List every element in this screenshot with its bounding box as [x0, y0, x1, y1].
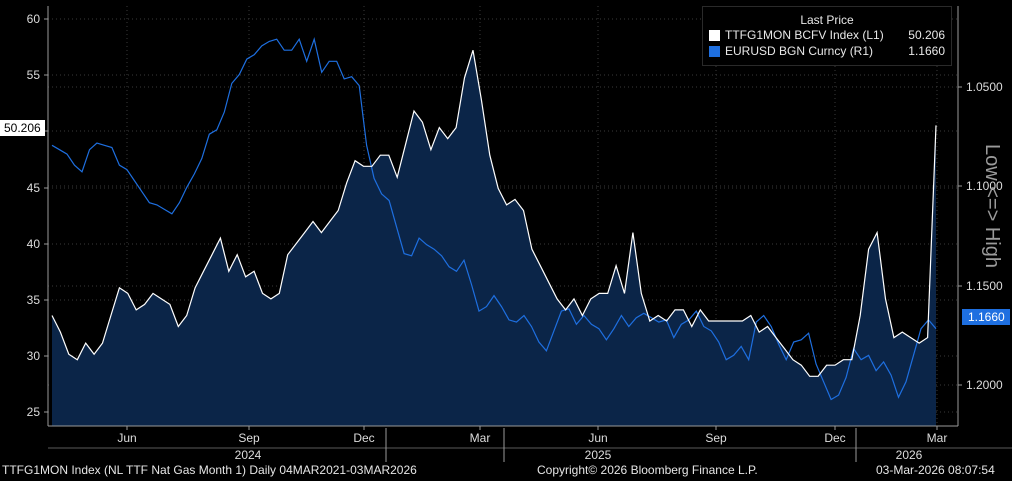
left-last-value: 50.206 — [4, 121, 41, 135]
legend-value: 1.1660 — [908, 44, 945, 58]
right-tick-label: 1.1500 — [966, 279, 1003, 293]
x-tick-label: Dec — [824, 431, 845, 445]
last-value-tags: 50.206 1.1660 — [0, 120, 1010, 325]
axis-frame — [47, 6, 1012, 449]
legend-swatch-ttf — [709, 29, 720, 41]
right-tick-label: 1.2000 — [966, 378, 1003, 392]
left-tick-label: 45 — [27, 181, 41, 195]
x-tick-label: Sep — [238, 431, 260, 445]
footer-copyright: Copyright© 2026 Bloomberg Finance L.P. — [537, 463, 758, 477]
left-tick-label: 40 — [27, 237, 41, 251]
right-last-value-box — [962, 309, 1010, 325]
x-tick-label: Dec — [353, 431, 374, 445]
left-tick-label: 30 — [27, 349, 41, 363]
legend-label: TTFG1MON BCFV Index (L1) — [725, 28, 884, 42]
left-tick-label: 60 — [27, 12, 41, 26]
x-tick-label: Sep — [705, 431, 727, 445]
x-tick-label: Jun — [588, 431, 607, 445]
x-tick-label: Mar — [927, 431, 948, 445]
x-tick-label: Mar — [470, 431, 491, 445]
left-tick-label: 35 — [27, 293, 41, 307]
year-label: 2024 — [235, 448, 262, 462]
year-label: 2025 — [585, 448, 612, 462]
left-tick-label: 55 — [27, 68, 41, 82]
ttf-line — [51, 50, 937, 377]
legend-value: 50.206 — [908, 28, 945, 42]
right-axis-title-box: Low <=> High — [981, 144, 1003, 268]
x-tick-label: Jun — [117, 431, 136, 445]
legend: Last Price TTFG1MON BCFV Index (L1) 50.2… — [702, 6, 952, 66]
footer-timestamp: 03-Mar-2026 08:07:54 — [876, 463, 995, 477]
right-axis: 1.2000 1.1500 1.1000 1.0500 — [958, 80, 1003, 392]
ttf-area-fill — [52, 50, 936, 426]
right-tick-label: 1.1000 — [966, 179, 1003, 193]
year-label: 2026 — [896, 448, 923, 462]
right-last-value: 1.1660 — [968, 310, 1005, 324]
legend-swatch-eurusd — [709, 45, 720, 57]
footer-description: TTFG1MON Index (NL TTF Nat Gas Month 1) … — [2, 463, 417, 477]
legend-label: EURUSD BGN Curncy (R1) — [725, 44, 874, 58]
legend-title: Last Price — [800, 13, 854, 27]
right-tick-label: 1.0500 — [966, 80, 1003, 94]
legend-item: TTFG1MON BCFV Index (L1) 50.206 — [703, 27, 951, 43]
right-axis-title: Low <=> High — [981, 144, 1003, 268]
legend-item: EURUSD BGN Curncy (R1) 1.1660 — [703, 43, 951, 59]
x-axis: Jun Sep Dec Mar Jun Sep Dec Mar 2024 2025 2026 — [117, 426, 947, 462]
left-last-value-box — [0, 120, 45, 136]
left-tick-label: 25 — [27, 405, 41, 419]
